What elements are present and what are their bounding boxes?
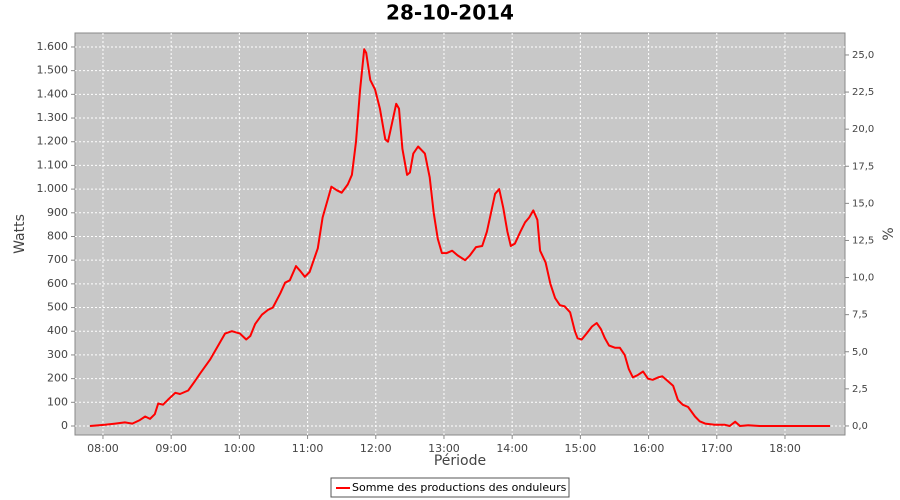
y-tick-label: 300 <box>47 348 68 361</box>
y2-tick-label: 2,5 <box>852 384 868 395</box>
y2-axis-label: % <box>881 227 897 240</box>
y-tick-label: 200 <box>47 372 68 385</box>
x-tick-label: 14:00 <box>496 442 528 455</box>
y-tick-label: 1.400 <box>37 87 69 100</box>
x-tick-label: 09:00 <box>155 442 187 455</box>
legend-box <box>330 477 570 498</box>
y-tick-label: 800 <box>47 229 68 242</box>
x-tick-label: 16:00 <box>633 442 665 455</box>
y2-tick-label: 12,5 <box>852 235 874 246</box>
y-tick-label: 600 <box>47 277 68 290</box>
y-tick-label: 1.300 <box>37 111 69 124</box>
y2-tick-label: 10,0 <box>852 273 874 284</box>
y2-tick-label: 15,0 <box>852 198 874 209</box>
chart-title: 28-10-2014 <box>386 1 514 25</box>
x-tick-label: 18:00 <box>769 442 801 455</box>
y-axis-label: Watts <box>12 214 28 254</box>
y-tick-label: 400 <box>47 324 68 337</box>
y2-tick-label: 7,5 <box>852 310 868 321</box>
y2-tick-label: 22,5 <box>852 87 874 98</box>
y-tick-label: 1.100 <box>37 158 69 171</box>
x-tick-label: 13:00 <box>428 442 460 455</box>
y-tick-label: 1.600 <box>37 40 69 53</box>
y-tick-label: 700 <box>47 253 68 266</box>
y-tick-label: 900 <box>47 206 68 219</box>
x-tick-label: 12:00 <box>360 442 392 455</box>
x-tick-label: 08:00 <box>87 442 119 455</box>
x-axis-label: Période <box>434 453 486 469</box>
y2-tick-label: 0,0 <box>852 421 868 432</box>
y-tick-label: 1.000 <box>37 182 69 195</box>
x-tick-label: 11:00 <box>292 442 324 455</box>
data-line <box>89 48 830 427</box>
x-tick-label: 10:00 <box>224 442 256 455</box>
y-tick-label: 0 <box>61 419 68 432</box>
y-tick-label: 100 <box>47 395 68 408</box>
legend: Somme des productions des onduleurs <box>330 477 570 498</box>
y-tick-label: 1.500 <box>37 64 69 77</box>
x-tick-label: 17:00 <box>701 442 733 455</box>
y2-tick-label: 25,0 <box>852 50 874 61</box>
x-tick-label: 15:00 <box>565 442 597 455</box>
legend-label: Somme des productions des onduleurs <box>352 481 567 494</box>
y-tick-label: 1.200 <box>37 135 69 148</box>
plot-area <box>74 32 846 436</box>
y2-tick-label: 17,5 <box>852 161 874 172</box>
y-tick-label: 500 <box>47 301 68 314</box>
y2-tick-label: 20,0 <box>852 124 874 135</box>
y2-tick-label: 5,0 <box>852 347 868 358</box>
